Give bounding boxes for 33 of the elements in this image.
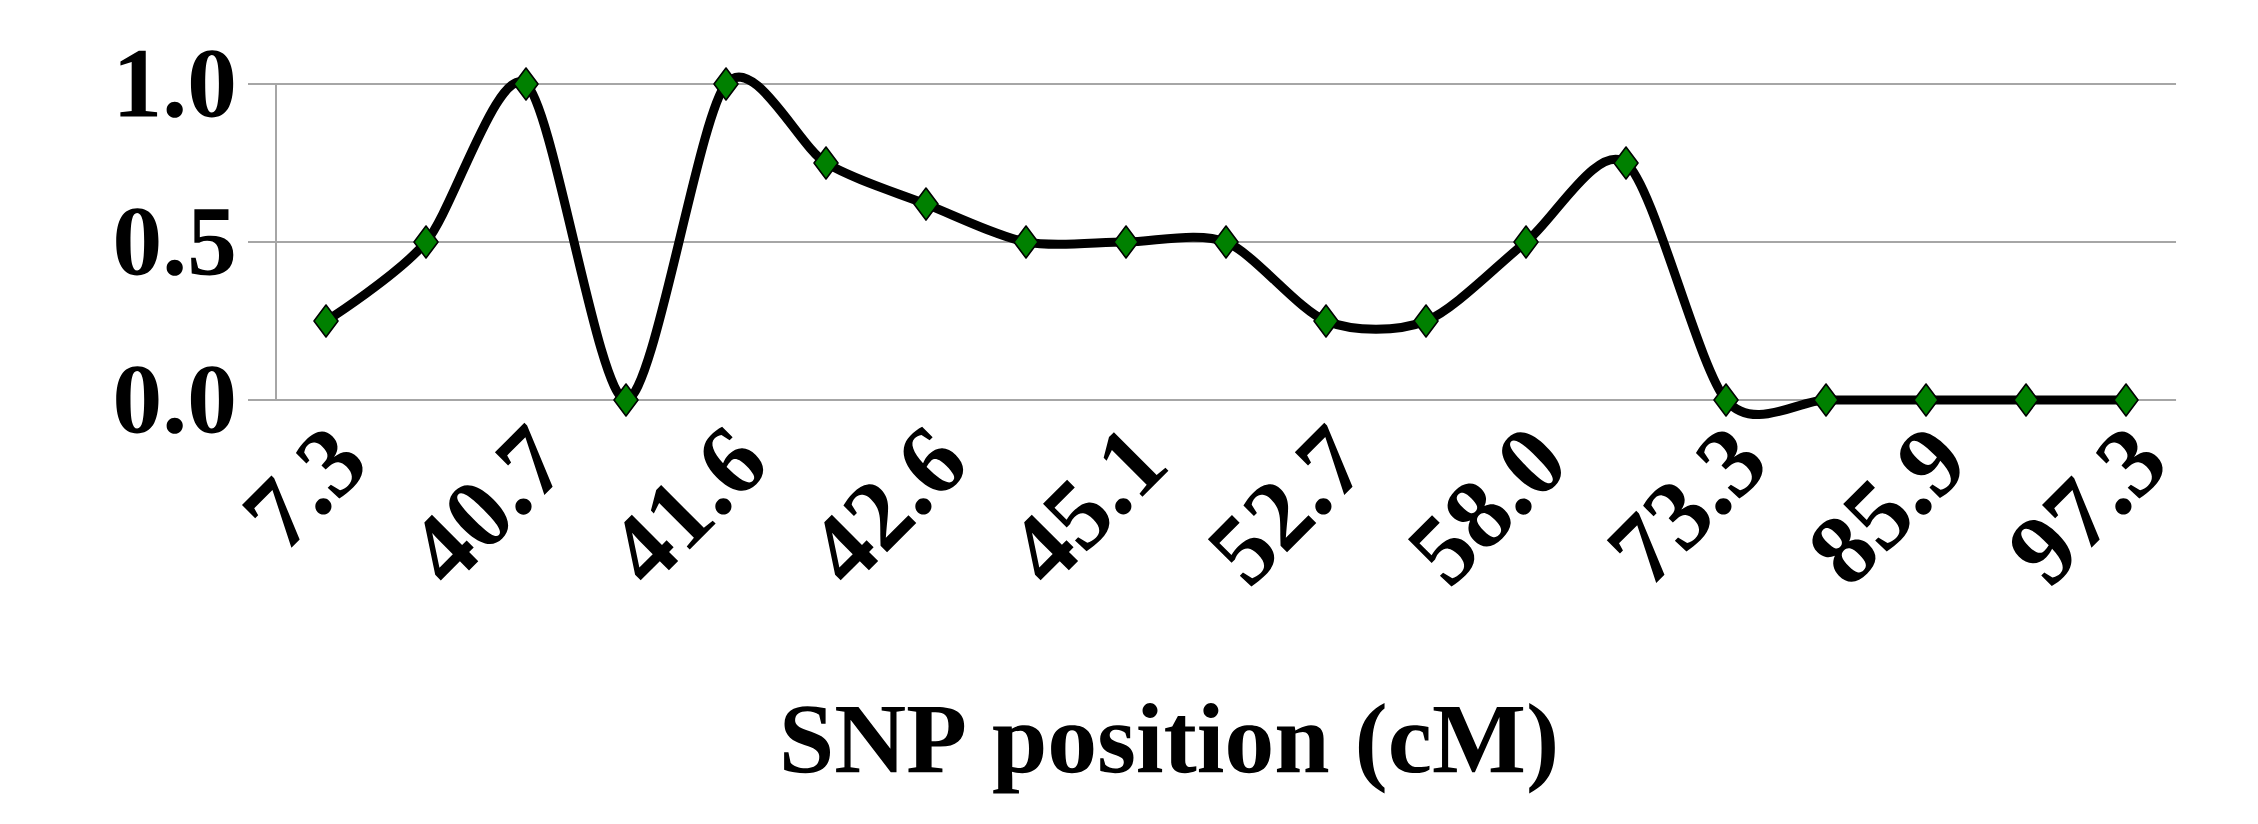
y-tick-label: 0.5 <box>116 208 234 276</box>
x-tick-label: 58.0 <box>1407 432 1561 587</box>
point <box>813 146 839 180</box>
x-tick-label: 97.3 <box>2011 431 2163 586</box>
y-tick-label: 1.0 <box>120 50 234 118</box>
x-tick-label: 52.7 <box>1207 422 1353 587</box>
point <box>1713 383 1739 417</box>
x-tick-label: 85.9 <box>1812 432 1960 582</box>
point <box>713 67 739 101</box>
point <box>413 225 439 259</box>
point <box>1413 304 1439 338</box>
point <box>1113 225 1139 259</box>
point <box>1613 146 1639 180</box>
x-axis-title: SNP position (cM) <box>784 703 1555 794</box>
point <box>313 304 339 338</box>
point <box>613 383 639 417</box>
point <box>1313 304 1339 338</box>
point <box>513 67 539 101</box>
x-tick-label: 41.6 <box>624 426 764 581</box>
x-tick-label: 45.1 <box>1024 432 1169 581</box>
y-tick-label: 0.0 <box>116 366 234 434</box>
x-tick-label: 7.3 <box>241 431 363 548</box>
point <box>913 187 939 221</box>
point <box>2113 383 2139 417</box>
x-tick-label: 40.7 <box>424 422 553 581</box>
point <box>1813 383 1839 417</box>
point <box>1913 383 1939 417</box>
point <box>1013 225 1039 259</box>
x-tick-label: 42.6 <box>824 426 964 581</box>
point <box>1513 225 1539 259</box>
point <box>2013 383 2039 417</box>
x-tick-label: 73.3 <box>1606 431 1763 584</box>
point <box>1213 225 1239 259</box>
